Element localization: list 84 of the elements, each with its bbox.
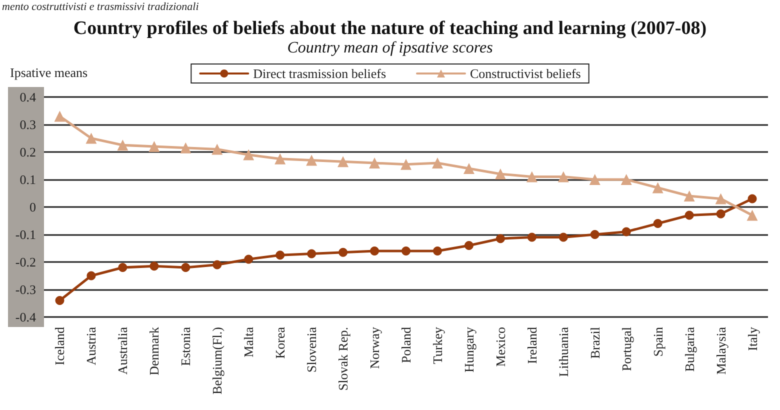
point [558,232,568,242]
point [118,263,128,272]
point [54,110,66,122]
y-tick-label: -0.2 [15,254,36,270]
point [150,262,159,271]
y-tick-label: 0.3 [20,117,36,132]
point [432,246,442,256]
chart-title: Country profiles of beliefs about the nature of teaching and learning (2007-08) [73,18,707,39]
point [338,156,349,168]
point [86,271,96,280]
y-axis-title: Ipsative means [10,65,88,80]
y-tick-label: 0.4 [20,90,36,104]
point [652,182,664,194]
legend-label: Constructivist beliefs [470,66,581,81]
point [148,141,160,152]
x-tick-label: Mexico [492,327,508,367]
x-tick-label: Norway [367,326,382,369]
x-tick-label: Austria [84,326,99,366]
y-tick-label: 0.1 [20,172,36,187]
point [180,142,192,154]
point [464,241,474,250]
x-tick-label: Estonia [178,326,194,366]
point [620,174,632,185]
x-tick-label: Iceland [52,326,68,366]
point [494,168,506,180]
point [306,154,318,166]
y-tick-label: -0.1 [15,227,36,242]
point [276,250,285,260]
y-tick-label: -0.4 [15,310,36,324]
x-tick-label: Spain [650,326,666,357]
point [653,219,662,228]
point [716,209,726,218]
point [212,144,223,155]
x-tick-label: Portugal [618,326,634,372]
y-tick-label: -0.3 [15,282,36,297]
point [307,249,316,258]
x-tick-label: Turkey [430,326,445,364]
x-tick-label: Korea [272,326,288,359]
y-tick-label: 0.2 [20,144,36,160]
point [527,232,536,242]
point [558,171,569,182]
y-tick-label: 0 [30,200,36,214]
point [748,194,757,204]
x-tick-label: Poland [398,326,414,364]
x-tick-label: Lithuania [556,326,571,377]
x-tick-label: Malaysia [713,326,728,375]
point [715,193,726,204]
point [274,153,286,164]
point [746,210,758,221]
point [684,210,694,220]
point [684,190,695,202]
point [369,158,380,168]
point [526,171,538,182]
point [370,246,380,256]
point [402,246,410,256]
point [496,234,505,244]
point [400,158,412,170]
point [243,149,254,160]
x-tick-label: Italy [744,326,760,351]
chart-subtitle: Country mean of ipsative scores [287,40,493,56]
point [622,227,631,236]
point [590,230,600,239]
x-tick-label: Ireland [524,326,540,364]
point [244,254,254,264]
x-tick-label: Malta [241,326,256,358]
point [181,263,190,272]
x-tick-label: Hungary [461,326,476,372]
x-tick-label: Australia [115,326,130,375]
x-tick-label: Belgium(Fl.) [210,327,225,395]
x-tick-label: Slovak Rep. [336,327,351,391]
point [589,174,600,185]
point [463,163,474,174]
point [117,140,128,151]
point [55,296,64,305]
point [212,260,222,270]
x-tick-label: Bulgaria [682,326,697,372]
point [338,248,348,257]
legend-label: Direct trasmission beliefs [253,66,386,81]
x-tick-label: Brazil [587,326,602,359]
text: mento costruttivisti e trasmissivi tradizionali [2,1,199,13]
x-tick-label: Denmark [146,326,162,376]
x-tick-label: Slovenia [304,326,320,372]
point [86,132,97,144]
point [432,158,443,168]
